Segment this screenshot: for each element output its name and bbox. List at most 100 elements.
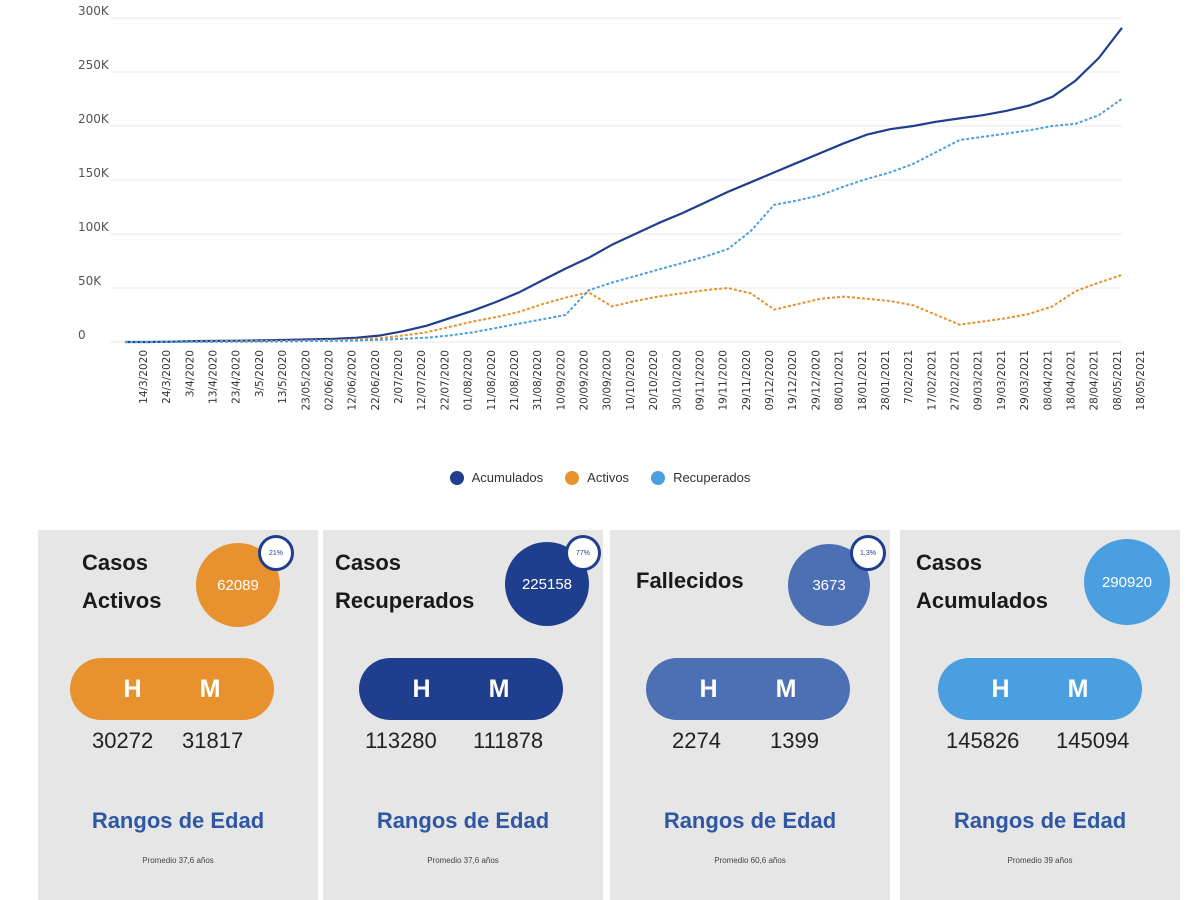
h-value: 30272: [92, 728, 154, 753]
percent-badge: 77%: [565, 535, 601, 571]
covid-line-chart: 0 50K 100K 150K 200K 250K 300K 14/3/2020 24/3/2…: [78, 4, 1147, 411]
gender-pill: H M: [359, 658, 563, 720]
h-label: H: [123, 674, 142, 703]
x-tick-label: 29/12/2020: [810, 350, 822, 411]
x-tick-label: 28/01/2021: [880, 350, 892, 411]
percent-badge: 1,3%: [850, 535, 886, 571]
m-value: 31817: [182, 728, 244, 753]
x-tick-label: 22/07/2020: [439, 350, 451, 411]
h-label: H: [699, 674, 718, 703]
legend-label-recuperados: Recuperados: [673, 470, 751, 485]
m-value: 145094: [1056, 728, 1130, 753]
x-tick-label: 09/03/2021: [973, 350, 985, 411]
y-tick-label: 100K: [78, 220, 110, 234]
x-tick-label: 10/10/2020: [625, 350, 637, 411]
card-title-line2: Recuperados: [335, 588, 475, 613]
legend-dot-recuperados: [651, 470, 666, 485]
x-tick-label: 18/04/2021: [1065, 350, 1077, 411]
h-label: H: [412, 674, 431, 703]
series-line-activos: [125, 273, 1123, 343]
promedio-text: Promedio 37,6 años: [142, 856, 214, 865]
x-tick-label: 2/07/2020: [393, 350, 405, 404]
legend-label-acumulados: Acumulados: [471, 470, 544, 485]
h-value: 2274: [672, 728, 721, 753]
h-value: 113280: [365, 728, 437, 753]
x-tick-label: 14/3/2020: [138, 350, 150, 404]
x-tick-label: 01/08/2020: [463, 350, 475, 411]
x-tick-label: 28/04/2021: [1089, 350, 1101, 411]
card-title-line2: Acumulados: [916, 588, 1049, 613]
x-tick-label: 02/06/2020: [323, 350, 335, 411]
rangos-de-edad-link[interactable]: Rangos de Edad: [91, 808, 265, 833]
x-tick-label: 08/05/2021: [1112, 350, 1124, 411]
rangos-de-edad-link[interactable]: Rangos de Edad: [953, 808, 1127, 833]
x-tick-label: 17/02/2021: [926, 350, 938, 411]
x-tick-label: 13/4/2020: [208, 350, 220, 404]
card-title-line1: Casos: [335, 550, 402, 575]
card-title: Fallecidos: [636, 562, 744, 600]
card-title-line2: Activos: [82, 588, 162, 613]
x-tick-label: 09/12/2020: [764, 350, 776, 411]
card-title: Casos Recuperados: [335, 544, 474, 620]
legend-item-acumulados[interactable]: Acumulados: [449, 470, 544, 485]
x-tick-label: 30/10/2020: [671, 350, 683, 411]
x-tick-label: 12/07/2020: [416, 350, 428, 411]
x-tick-label: 08/04/2021: [1042, 350, 1054, 411]
rangos-de-edad-link[interactable]: Rangos de Edad: [376, 808, 550, 833]
m-label: M: [488, 674, 510, 703]
series-line-recuperados: [125, 97, 1123, 343]
y-tick-label: 250K: [78, 58, 110, 72]
x-tick-label: 3/5/2020: [254, 350, 266, 397]
promedio-text: Promedio 39 años: [1007, 856, 1073, 865]
m-label: M: [199, 674, 221, 703]
x-tick-label: 29/11/2020: [741, 350, 753, 411]
legend-dot-activos: [565, 470, 580, 485]
stats-cards: Casos Activos 62089 21% H M 30272 31817 …: [38, 530, 1188, 900]
series-line-acumulados: [125, 27, 1123, 344]
x-tick-label: 18/05/2021: [1135, 350, 1147, 411]
card-title-line1: Casos: [82, 550, 149, 575]
x-tick-label: 29/03/2021: [1019, 350, 1031, 411]
y-tick-label: 300K: [78, 4, 110, 18]
legend-item-activos[interactable]: Activos: [565, 470, 629, 485]
m-label: M: [1067, 674, 1089, 703]
card-casos-activos: Casos Activos 62089 21% H M 30272 31817 …: [38, 530, 318, 900]
x-tick-label: 19/12/2020: [787, 350, 799, 411]
card-title-line1: Fallecidos: [636, 568, 744, 593]
legend-item-recuperados[interactable]: Recuperados: [651, 470, 750, 485]
y-tick-label: 0: [78, 328, 86, 342]
x-tick-label: 22/06/2020: [370, 350, 382, 411]
promedio-text: Promedio 60,6 años: [714, 856, 786, 865]
x-tick-label: 31/08/2020: [532, 350, 544, 411]
gender-pill: H M: [938, 658, 1142, 720]
x-tick-label: 11/08/2020: [486, 350, 498, 411]
gender-pill: H M: [646, 658, 850, 720]
x-tick-label: 27/02/2021: [950, 350, 962, 411]
x-tick-label: 09/11/2020: [694, 350, 706, 411]
y-axis-ticks: 0 50K 100K 150K 200K 250K 300K: [78, 4, 110, 342]
x-tick-label: 24/3/2020: [161, 350, 173, 404]
promedio-text: Promedio 37,6 años: [427, 856, 499, 865]
x-tick-label: 12/06/2020: [347, 350, 359, 411]
m-label: M: [775, 674, 797, 703]
x-tick-label: 7/02/2021: [903, 350, 915, 404]
card-title-line1: Casos: [916, 550, 983, 575]
x-tick-label: 18/01/2021: [857, 350, 869, 411]
card-casos-recuperados: Casos Recuperados 225158 77% H M 113280 …: [323, 530, 603, 900]
rangos-de-edad-link[interactable]: Rangos de Edad: [663, 808, 837, 833]
chart-series: [125, 27, 1123, 344]
m-value: 111878: [473, 728, 544, 753]
x-tick-label: 19/11/2020: [718, 350, 730, 411]
legend-dot-acumulados: [449, 470, 464, 485]
card-fallecidos: Fallecidos 3673 1,3% H M 2274 1399 Rango…: [610, 530, 890, 900]
legend-label-activos: Activos: [587, 470, 630, 485]
x-tick-label: 19/03/2021: [996, 350, 1008, 411]
chart-legend: Acumulados Activos Recuperados: [0, 470, 1200, 485]
h-value: 145826: [946, 728, 1020, 753]
h-label: H: [991, 674, 1010, 703]
y-tick-label: 50K: [78, 274, 102, 288]
card-title: Casos Activos: [82, 544, 161, 620]
gender-pill: H M: [70, 658, 274, 720]
y-tick-label: 150K: [78, 166, 110, 180]
x-axis-ticks: 14/3/2020 24/3/2020 3/4/2020 13/4/2020 23/4/…: [138, 350, 1147, 411]
